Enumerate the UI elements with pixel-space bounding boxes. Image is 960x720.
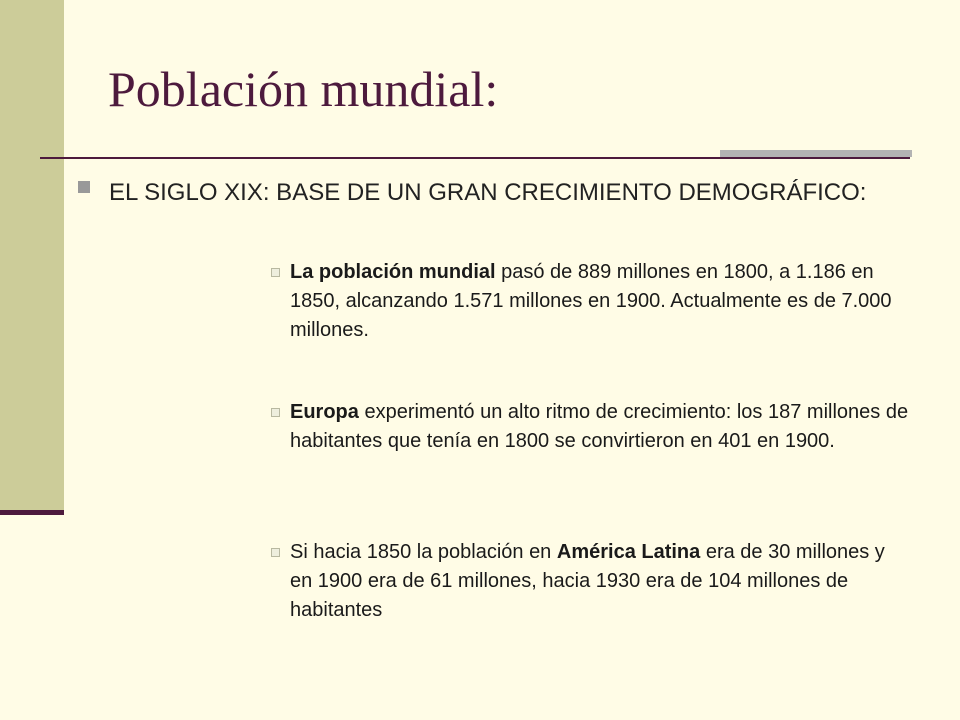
left-accent-rule bbox=[0, 510, 64, 515]
point-text-after: era de 30 millones y en 1900 era de 61 m… bbox=[290, 541, 885, 621]
point-text-after: pasó de 889 millones en 1800, a 1.186 en… bbox=[290, 261, 892, 341]
point-bold-text: América Latina bbox=[556, 541, 701, 563]
title-divider-accent bbox=[720, 150, 912, 157]
bullet-point-2: Europa experimentó un alto ritmo de crec… bbox=[290, 398, 910, 456]
small-square-bullet-icon bbox=[271, 408, 280, 417]
point-bold-text: La población mundial bbox=[290, 261, 496, 283]
square-bullet-icon bbox=[78, 181, 90, 193]
bullet-point-1: La población mundial pasó de 889 millone… bbox=[290, 258, 910, 345]
bullet-point-3: Si hacia 1850 la población en América La… bbox=[290, 538, 910, 625]
small-square-bullet-icon bbox=[271, 268, 280, 277]
point-bold-text: Europa bbox=[290, 401, 359, 423]
section-heading: EL SIGLO XIX: BASE DE UN GRAN CRECIMIENT… bbox=[109, 179, 867, 206]
small-square-bullet-icon bbox=[271, 548, 280, 557]
point-text-before: Si hacia 1850 la población en bbox=[290, 541, 557, 563]
slide-title: Población mundial: bbox=[108, 61, 499, 117]
left-accent-bar bbox=[0, 0, 64, 510]
title-divider bbox=[40, 157, 910, 159]
point-text-after: experimentó un alto ritmo de crecimiento… bbox=[290, 401, 909, 452]
